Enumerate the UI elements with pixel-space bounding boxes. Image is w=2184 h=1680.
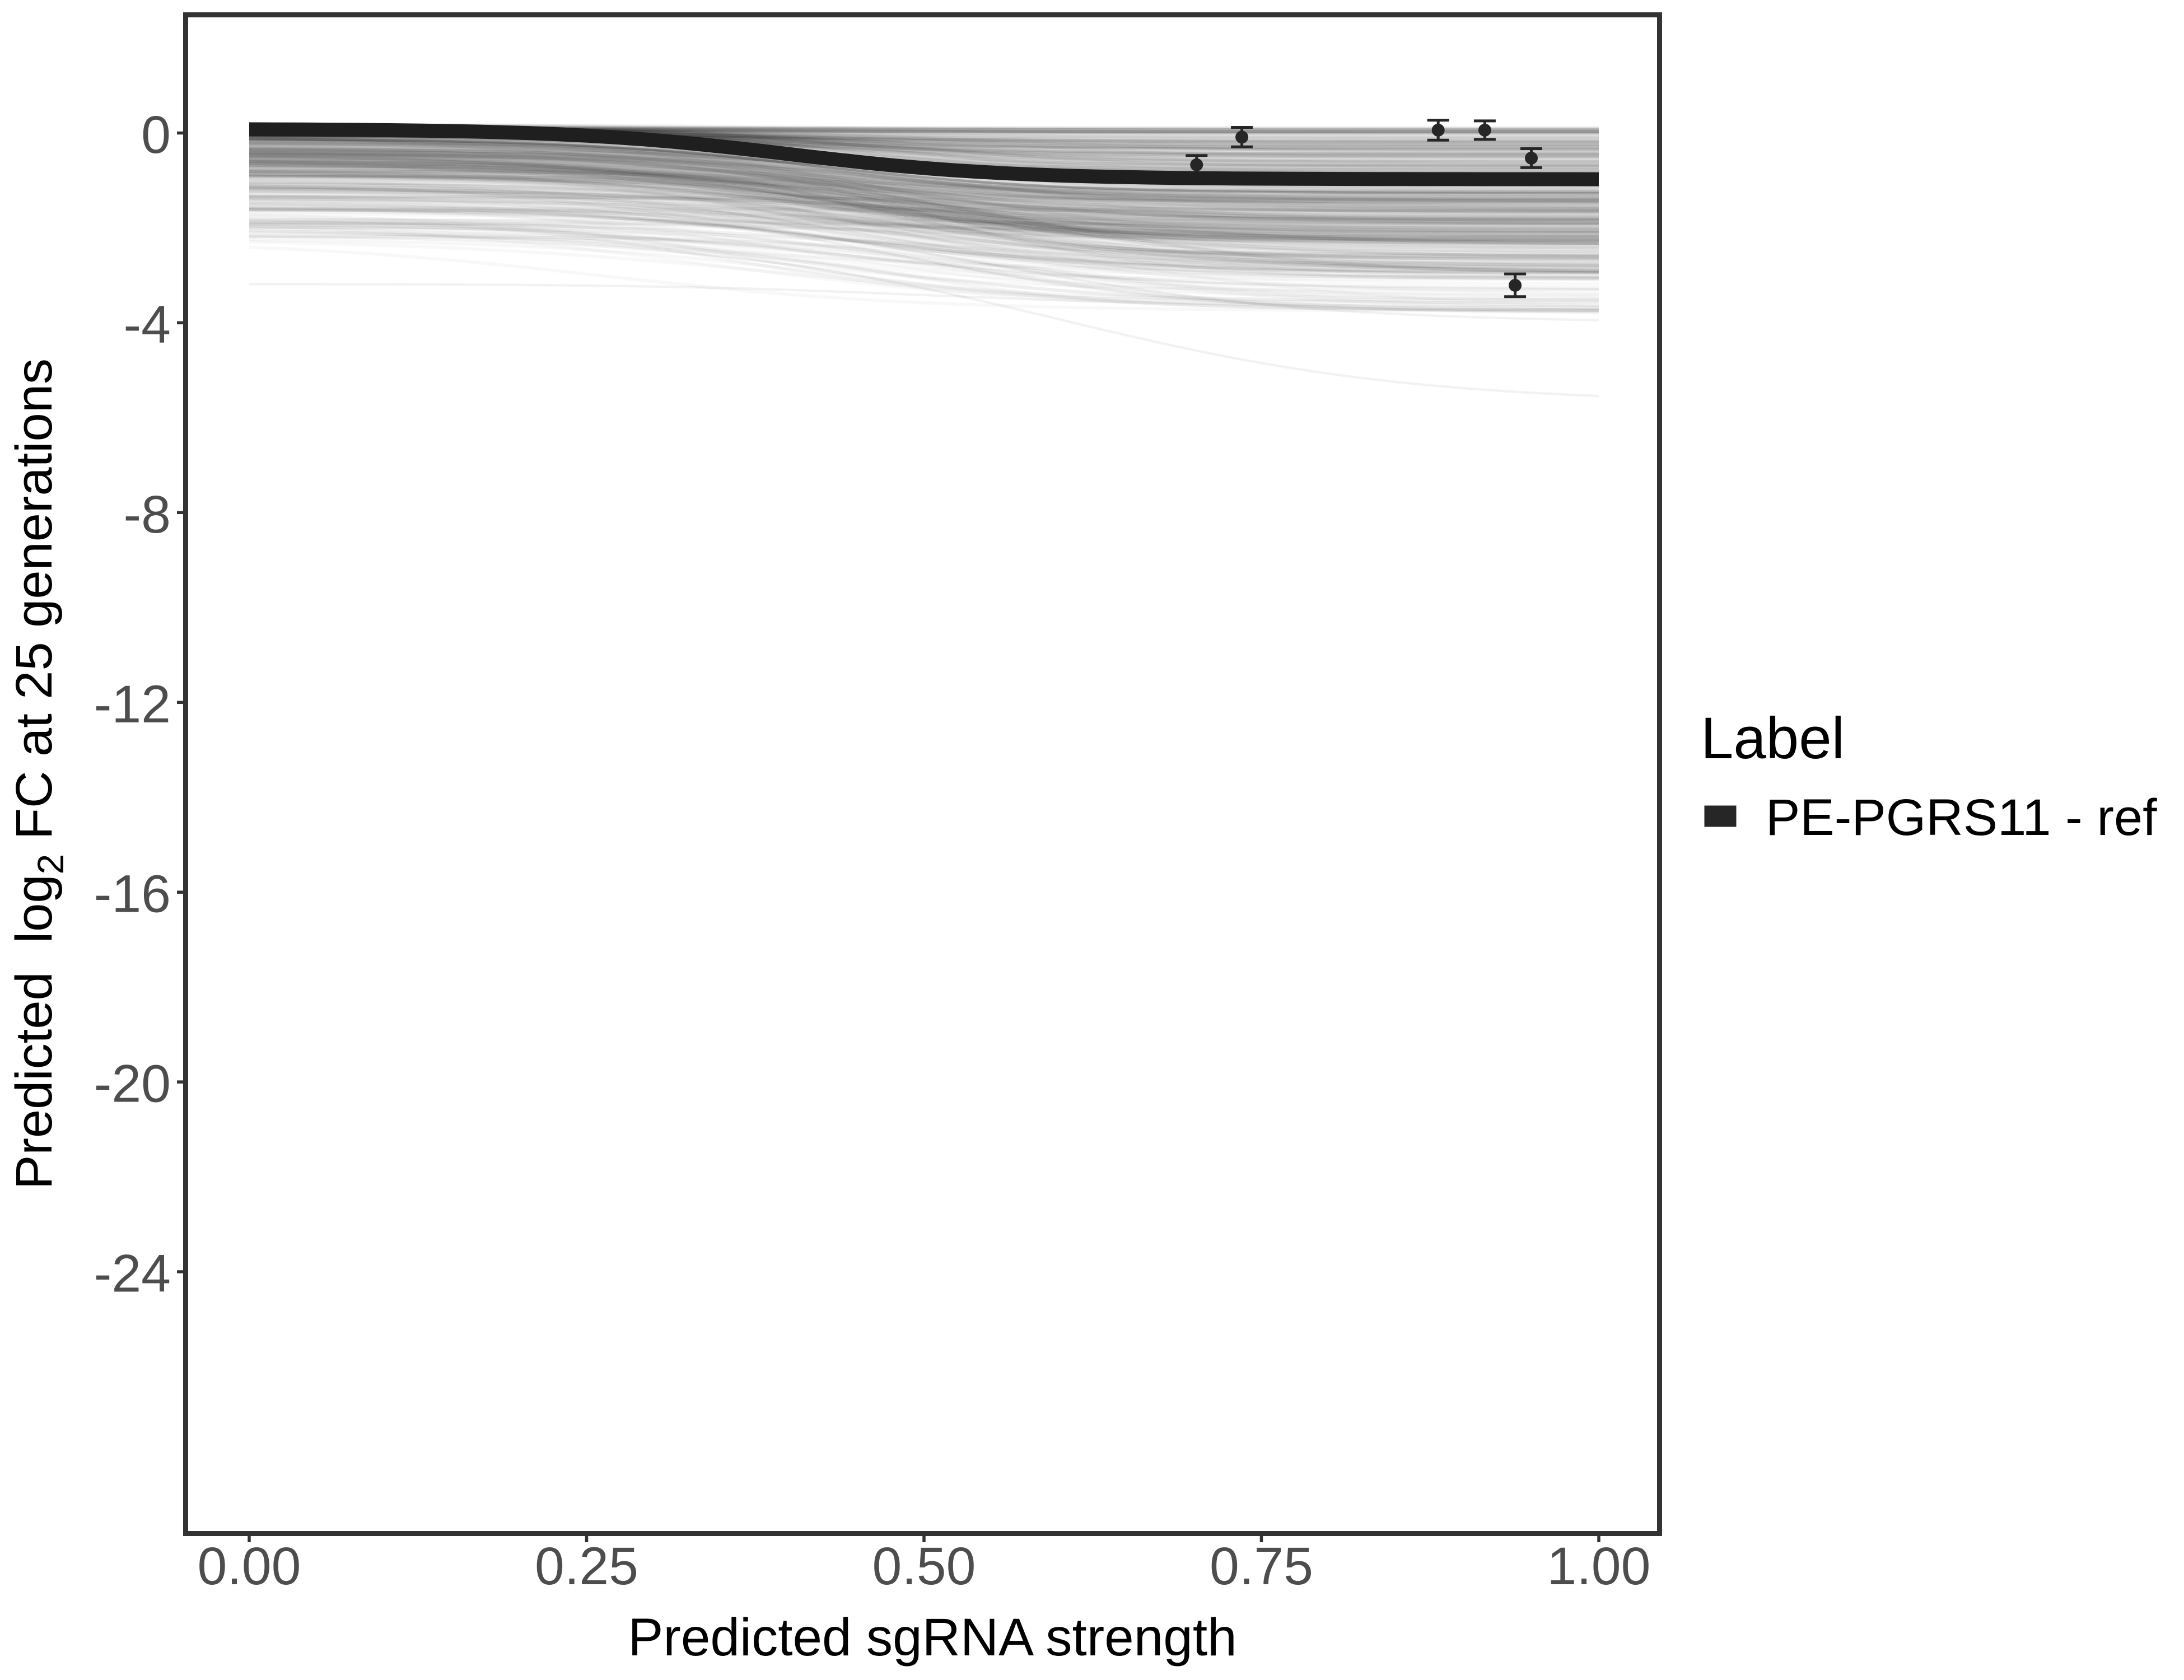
svg-text:-4: -4 — [124, 295, 171, 354]
svg-text:Predicted log2 FC at 25 gener: Predicted log2 FC at 25 generations — [6, 358, 71, 1189]
svg-text:-8: -8 — [124, 485, 171, 544]
svg-text:-12: -12 — [94, 675, 171, 734]
svg-text:Predicted sgRNA strength: Predicted sgRNA strength — [628, 1608, 1236, 1667]
svg-text:-24: -24 — [94, 1244, 171, 1304]
svg-text:-16: -16 — [94, 865, 171, 924]
svg-text:0.25: 0.25 — [535, 1537, 638, 1596]
svg-text:1.00: 1.00 — [1547, 1537, 1651, 1596]
svg-text:0: 0 — [141, 105, 171, 165]
svg-text:0.50: 0.50 — [872, 1537, 976, 1596]
svg-text:Label: Label — [1701, 706, 1845, 771]
svg-text:-20: -20 — [94, 1054, 171, 1114]
svg-text:0.75: 0.75 — [1210, 1537, 1313, 1596]
svg-text:0.00: 0.00 — [198, 1537, 301, 1596]
svg-text:PE-PGRS11 - ref: PE-PGRS11 - ref — [1766, 789, 2157, 846]
